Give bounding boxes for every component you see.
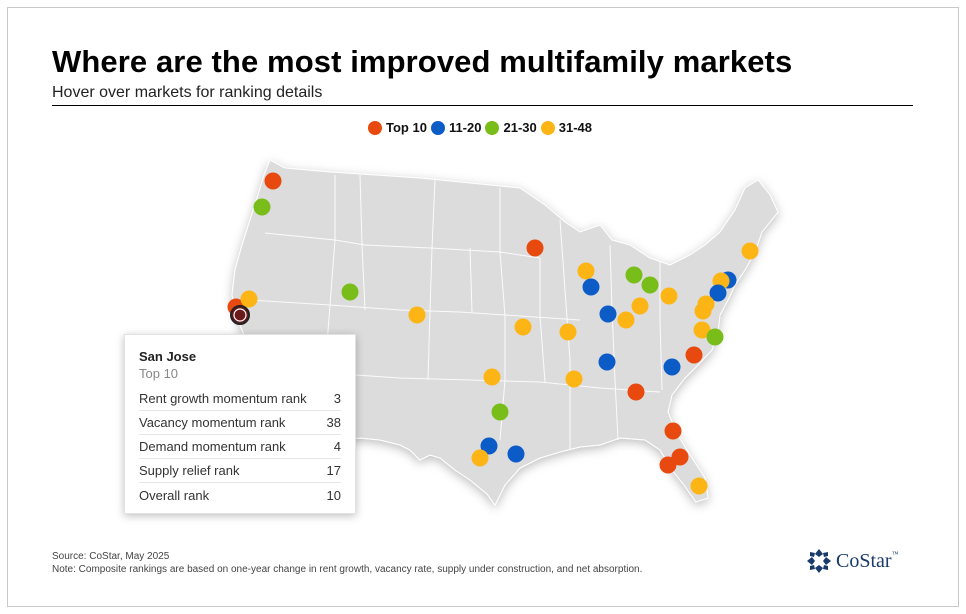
market-dot[interactable] bbox=[741, 242, 759, 260]
market-tooltip: San Jose Top 10 Rent growth momentum ran… bbox=[124, 334, 356, 514]
legend-item-11-20[interactable]: 11-20 bbox=[430, 120, 482, 135]
market-dot[interactable] bbox=[660, 287, 678, 305]
legend-swatch bbox=[485, 120, 500, 135]
legend-item-21-30[interactable]: 21-30 bbox=[485, 120, 537, 135]
market-dot[interactable] bbox=[706, 328, 724, 346]
market-dot[interactable] bbox=[664, 422, 682, 440]
market-dot[interactable] bbox=[565, 370, 583, 388]
market-dot[interactable] bbox=[559, 323, 577, 341]
tooltip-row-value: 10 bbox=[326, 487, 341, 503]
source-text: Source: CoStar, May 2025 bbox=[52, 551, 170, 562]
market-dot[interactable] bbox=[491, 403, 509, 421]
market-dot[interactable] bbox=[685, 346, 703, 364]
tooltip-row-label: Supply relief rank bbox=[139, 463, 240, 478]
costar-logo: CoStar™ bbox=[806, 548, 898, 574]
title-divider bbox=[52, 105, 913, 106]
legend-label: Top 10 bbox=[386, 120, 427, 135]
tooltip-row: Vacancy momentum rank 38 bbox=[139, 411, 341, 435]
tooltip-row: Demand momentum rank 4 bbox=[139, 435, 341, 459]
legend-label: 11-20 bbox=[448, 120, 482, 135]
market-dot[interactable] bbox=[598, 353, 616, 371]
market-dot[interactable] bbox=[641, 276, 659, 294]
legend-label: 31-48 bbox=[558, 120, 592, 135]
market-dot[interactable] bbox=[599, 305, 617, 323]
market-dot[interactable] bbox=[471, 449, 489, 467]
legend: Top 10 11-20 21-30 31-48 bbox=[368, 120, 596, 135]
legend-item-top-10[interactable]: Top 10 bbox=[368, 120, 427, 135]
note-text: Note: Composite rankings are based on on… bbox=[52, 564, 643, 575]
markets-layer bbox=[227, 172, 759, 495]
market-dot[interactable] bbox=[693, 321, 711, 339]
selected-dot-ring bbox=[233, 308, 247, 322]
market-dot[interactable] bbox=[514, 318, 532, 336]
market-dot[interactable] bbox=[526, 239, 544, 257]
legend-swatch bbox=[540, 120, 555, 135]
legend-swatch bbox=[368, 120, 382, 135]
tooltip-row: Rent growth momentum rank 3 bbox=[139, 387, 341, 411]
market-dot[interactable] bbox=[694, 302, 712, 320]
market-dot[interactable] bbox=[507, 445, 525, 463]
market-dot[interactable] bbox=[480, 437, 498, 455]
tooltip-row-label: Rent growth momentum rank bbox=[139, 391, 307, 406]
tooltip-row-value: 17 bbox=[326, 463, 341, 478]
market-dot[interactable] bbox=[617, 311, 635, 329]
market-dot[interactable] bbox=[631, 297, 649, 315]
market-dot[interactable] bbox=[264, 172, 282, 190]
tooltip-row-label: Vacancy momentum rank bbox=[139, 415, 286, 430]
tooltip-row-value: 4 bbox=[333, 439, 341, 454]
market-dot[interactable] bbox=[671, 448, 689, 466]
market-dot[interactable] bbox=[408, 306, 426, 324]
tooltip-row-value: 38 bbox=[326, 415, 341, 430]
market-dot[interactable] bbox=[577, 262, 595, 280]
market-dot[interactable] bbox=[663, 358, 681, 376]
tooltip-row: Overall rank 10 bbox=[139, 483, 341, 507]
market-dot[interactable] bbox=[483, 368, 501, 386]
footer-notes: Source: CoStar, May 2025 Note: Composite… bbox=[52, 550, 642, 576]
page-title: Where are the most improved multifamily … bbox=[52, 44, 793, 79]
legend-label: 21-30 bbox=[503, 120, 537, 135]
market-dot[interactable] bbox=[690, 477, 708, 495]
market-dot[interactable] bbox=[253, 198, 271, 216]
logo-text: CoStar™ bbox=[836, 549, 899, 572]
tooltip-row-label: Overall rank bbox=[139, 487, 210, 503]
tooltip-market-name: San Jose bbox=[139, 349, 197, 364]
market-dot[interactable] bbox=[709, 284, 727, 302]
tooltip-row: Supply relief rank 17 bbox=[139, 459, 341, 483]
page-subtitle: Hover over markets for ranking details bbox=[52, 84, 323, 101]
tooltip-tier-label: Top 10 bbox=[139, 366, 179, 381]
market-dot[interactable] bbox=[582, 278, 600, 296]
market-dot[interactable] bbox=[240, 290, 258, 308]
market-dot[interactable] bbox=[659, 456, 677, 474]
market-dot[interactable] bbox=[625, 266, 643, 284]
tooltip-row-label: Demand momentum rank bbox=[139, 439, 286, 454]
tooltip-row-value: 3 bbox=[333, 391, 341, 406]
legend-swatch bbox=[430, 120, 445, 135]
costar-logo-icon bbox=[807, 549, 831, 573]
market-dot[interactable] bbox=[627, 383, 645, 401]
legend-item-31-48[interactable]: 31-48 bbox=[540, 120, 592, 135]
market-dot[interactable] bbox=[341, 283, 359, 301]
